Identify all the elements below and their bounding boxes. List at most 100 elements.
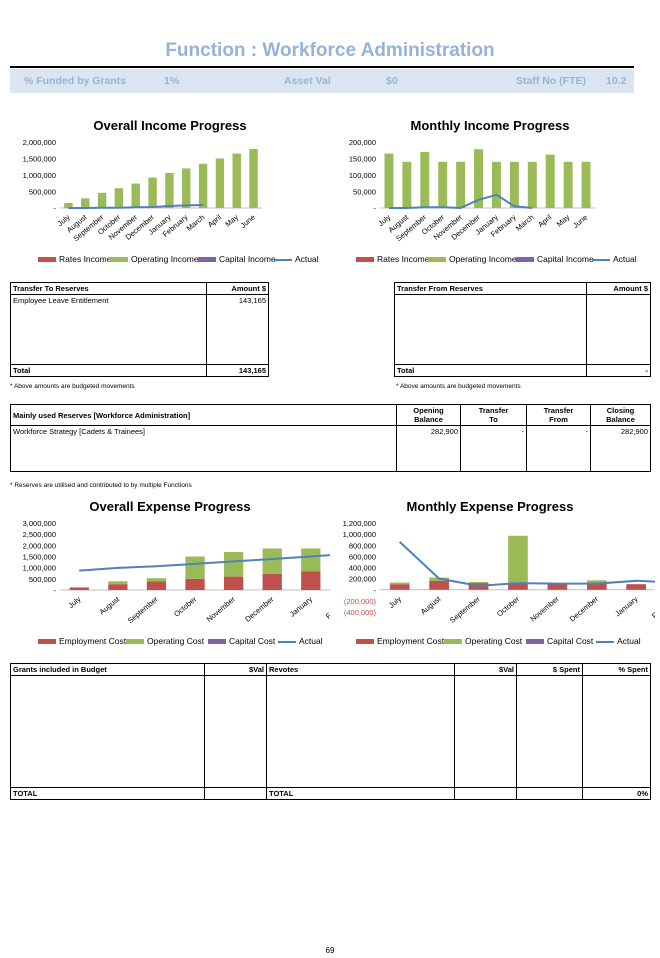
- bar-operating-cost: [223, 552, 244, 577]
- x-tick-label: July: [387, 594, 403, 610]
- legend-employment-cost: Employment Cost: [356, 636, 444, 646]
- bar-operating-income: [420, 151, 430, 208]
- table-row: Employee Leave Entitlement 143,165: [10, 294, 269, 365]
- legend-operating-income: Operating Income: [110, 254, 199, 264]
- row-opening: 282,900: [396, 425, 461, 472]
- col-transfer-from: Transfer From: [526, 404, 591, 426]
- col-transfer-to: Transfer To: [460, 404, 527, 426]
- overall-income-chart: 2,000,0001,500,0001,000,000500,000-JulyA…: [23, 138, 262, 243]
- legend-capital-cost: Capital Cost: [208, 636, 275, 646]
- row-to: -: [460, 425, 527, 472]
- row-closing: 282,900: [590, 425, 651, 472]
- y-tick-label: -: [54, 204, 57, 213]
- legend-capital-income: Capital Income: [516, 254, 594, 264]
- overall-expense-chart: 3,000,000 2,500,000 2,000,000 1,500,000 1,00…: [23, 519, 330, 625]
- bar-operating-cost: [146, 578, 167, 582]
- y-tick-label: 600,000: [349, 552, 376, 561]
- funded-label: % Funded by Grants: [24, 75, 127, 87]
- y-tick-label: 1,000,000: [23, 171, 56, 180]
- bar-operating-income: [581, 161, 591, 208]
- bar-operating-income: [148, 177, 157, 208]
- y-tick-label: -: [374, 204, 377, 213]
- transfer-to-table: Transfer To Reserves Amount $ Employee L…: [10, 282, 269, 377]
- table-row: [394, 294, 651, 365]
- monthly-income-legend: Rates Income Operating Income Capital In…: [356, 254, 656, 266]
- bar-employment-cost: [301, 571, 321, 590]
- y-tick-label: 200,000: [349, 138, 376, 147]
- x-tick-label: February: [650, 594, 655, 620]
- monthly-expense-title: Monthly Expense Progress: [406, 499, 574, 514]
- legend-rates-income: Rates Income: [38, 254, 111, 264]
- actual-line: [389, 193, 533, 209]
- x-tick-label: March: [514, 213, 536, 233]
- bar-operating-income: [198, 163, 208, 208]
- bar-employment-cost: [508, 583, 528, 590]
- y-tick-label: 1,500,000: [23, 155, 56, 164]
- transfer-from-table: Transfer From Reserves Amount $ Total -: [394, 282, 651, 377]
- total-amount: -: [586, 364, 651, 377]
- grants-val-header: $Val: [204, 663, 267, 676]
- transfer-from-note: * Above amounts are budgeted movements: [396, 383, 521, 390]
- bar-employment-cost: [547, 584, 568, 590]
- table-row: [10, 675, 651, 788]
- bar-operating-cost: [108, 581, 128, 585]
- row-amount: 143,165: [206, 294, 269, 365]
- bar-operating-income: [165, 173, 174, 208]
- bar-operating-income: [215, 158, 225, 208]
- asset-label: Asset Val: [284, 75, 331, 87]
- bar-employment-cost: [108, 584, 128, 590]
- bar-operating-income: [182, 168, 191, 208]
- transfer-from-amount-header: Amount $: [586, 282, 651, 295]
- legend-actual: Actual: [596, 636, 641, 646]
- bar-operating-income: [384, 153, 394, 208]
- bar-employment-cost: [223, 576, 244, 590]
- reserves-note: * Reserves are utilised and contributed …: [10, 482, 192, 489]
- y-tick-label: 3,000,000: [23, 519, 56, 528]
- bar-operating-income: [474, 149, 484, 208]
- funded-value: 1%: [164, 75, 180, 87]
- y-tick-label: 500,000: [29, 188, 56, 197]
- bar-operating-income: [131, 183, 140, 208]
- x-tick-label: January: [288, 594, 314, 618]
- bar-operating-income: [114, 188, 124, 208]
- y-tick-label: 2,000,000: [23, 138, 56, 147]
- legend-operating-cost: Operating Cost: [126, 636, 204, 646]
- table-total-row: TOTAL TOTAL 0%: [10, 787, 651, 800]
- transfer-to-amount-header: Amount $: [206, 282, 269, 295]
- x-tick-label: November: [205, 594, 238, 623]
- monthly-income-chart: 200,000150,000100,00050,000-JulyAugustSe…: [349, 138, 595, 243]
- x-tick-label: July: [67, 594, 83, 610]
- legend-actual: Actual: [274, 254, 319, 264]
- overall-income-legend: Rates Income Operating Income Capital In…: [38, 254, 338, 266]
- grants-header: Grants included in Budget: [10, 663, 205, 676]
- bar-operating-income: [249, 148, 258, 208]
- col-opening: Opening Balance: [396, 404, 461, 426]
- overall-expense-title: Overall Expense Progress: [89, 499, 251, 514]
- x-tick-label: December: [243, 594, 276, 623]
- y-tick-label: 1,000,000: [23, 564, 56, 573]
- y-tick-label: 200,000: [349, 575, 376, 584]
- table-header: Transfer To Reserves Amount $: [10, 282, 269, 295]
- x-tick-label: May: [223, 212, 240, 228]
- revotes-header: Revotes: [266, 663, 455, 676]
- y-tick-label: (200,000): [344, 597, 377, 606]
- y-tick-label: 500,000: [29, 575, 56, 584]
- x-tick-label: April: [536, 212, 554, 229]
- bar-operating-cost: [468, 581, 489, 584]
- spent-header: $ Spent: [516, 663, 583, 676]
- x-tick-label: August: [97, 594, 121, 616]
- legend-actual: Actual: [278, 636, 323, 646]
- x-tick-label: January: [613, 594, 639, 618]
- x-tick-label: August: [419, 594, 443, 616]
- x-tick-label: October: [172, 594, 199, 618]
- staff-label: Staff No (FTE): [516, 75, 586, 87]
- bar-operating-cost: [69, 587, 89, 588]
- table-header: Mainly used Reserves [Workforce Administ…: [10, 404, 651, 426]
- bar-employment-cost: [185, 578, 205, 590]
- bar-operating-income: [527, 161, 537, 208]
- page-number: 69: [325, 946, 335, 955]
- bar-operating-cost: [301, 548, 321, 572]
- bar-employment-cost: [626, 584, 647, 590]
- grants-table: Grants included in Budget $Val Revotes $…: [10, 663, 651, 800]
- total-label: Total: [10, 364, 207, 377]
